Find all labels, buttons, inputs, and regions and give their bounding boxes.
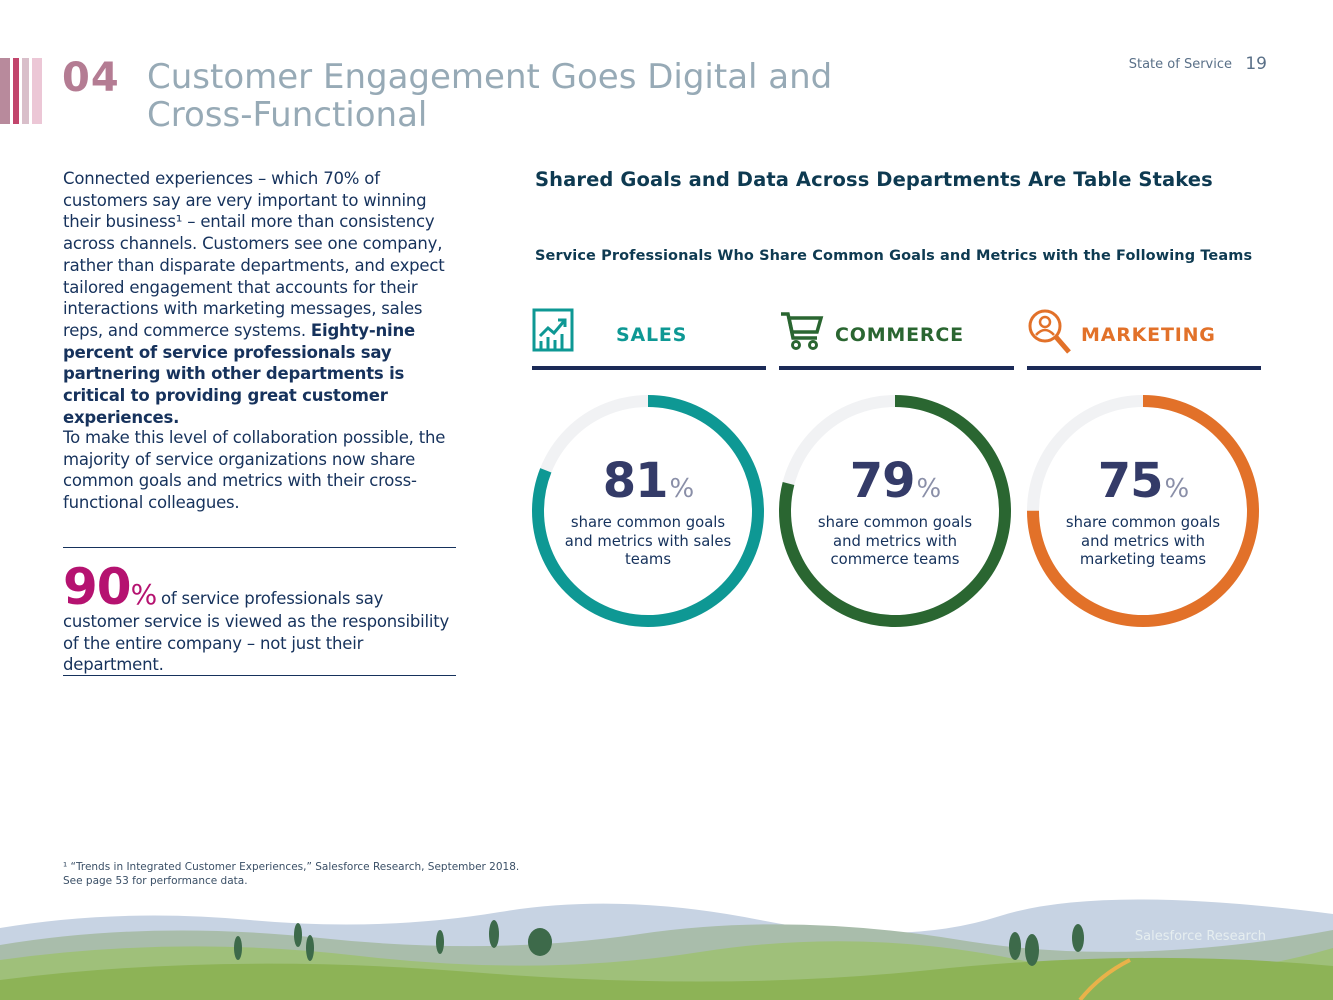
page-title: Customer Engagement Goes Digital and Cro…: [147, 58, 867, 134]
intro-paragraph-highlight: Eighty-nine percent of service professio…: [63, 320, 416, 427]
donut-value-unit: %: [916, 474, 942, 504]
stat-divider-bottom: [63, 675, 456, 676]
team-underline: [1027, 366, 1261, 370]
stat-unit: %: [130, 578, 158, 611]
stat-callout: 90% of service professionals say customer…: [63, 562, 458, 676]
stat-divider-top: [63, 547, 456, 548]
donut-description-marketing: share common goals and metrics with mark…: [1065, 514, 1221, 568]
page-title-line1: Customer Engagement Goes Digital and: [147, 57, 833, 97]
donut-sales: 81% share common goals and metrics with …: [530, 393, 766, 629]
team-label-sales: SALES: [616, 324, 688, 346]
donut-commerce: 79% share common goals and metrics with …: [777, 393, 1013, 629]
brand-footer: Salesforce Research: [1134, 929, 1266, 944]
team-underline: [532, 366, 766, 370]
section-number: 04: [62, 55, 120, 101]
section-color-stripes: [0, 58, 42, 124]
donut-value-unit: %: [669, 474, 695, 504]
donut-chart-sales: [532, 395, 764, 627]
donut-chart-commerce: [779, 395, 1011, 627]
donut-value-number: 81: [602, 453, 669, 509]
donut-value-unit: %: [1164, 474, 1190, 504]
stat-text: of service professionals say customer se…: [63, 589, 450, 675]
page-number: 19: [1245, 54, 1267, 74]
chart-title: Shared Goals and Data Across Departments…: [535, 168, 1213, 191]
footnote-note: See page 53 for performance data.: [63, 875, 248, 887]
stat-number: 90: [63, 558, 132, 616]
team-label-marketing: MARKETING: [1081, 324, 1216, 346]
team-label-commerce: COMMERCE: [835, 324, 964, 346]
team-underline: [779, 366, 1014, 370]
donut-value-number: 75: [1097, 453, 1164, 509]
chart-subtitle: Service Professionals Who Share Common G…: [535, 248, 1253, 264]
team-header-marketing: MARKETING: [1027, 306, 1261, 372]
donut-arc-sales: [532, 395, 764, 627]
shopping-cart-icon: [779, 308, 825, 356]
donut-value-number: 79: [849, 453, 916, 509]
footnote: ¹ “Trends in Integrated Customer Experie…: [63, 860, 519, 888]
running-head: State of Service: [1128, 57, 1232, 72]
donut-marketing: 75% share common goals and metrics with …: [1025, 393, 1261, 629]
donut-value-marketing: 75%: [1025, 453, 1261, 509]
donut-description-sales: share common goals and metrics with sale…: [564, 514, 732, 568]
donut-arc-commerce: [779, 395, 1011, 627]
team-header-commerce: COMMERCE: [779, 306, 1014, 372]
page-title-line2: Cross-Functional: [147, 95, 428, 135]
chart-growth-icon: [532, 308, 574, 356]
intro-paragraph-text: Connected experiences – which 70% of cus…: [63, 169, 445, 340]
intro-paragraph: Connected experiences – which 70% of cus…: [63, 168, 455, 428]
donut-value-commerce: 79%: [777, 453, 1013, 509]
donut-value-sales: 81%: [530, 453, 766, 509]
footnote-citation: ¹ “Trends in Integrated Customer Experie…: [63, 861, 520, 873]
donut-arc-marketing: [1027, 395, 1259, 627]
team-header-sales: SALES: [532, 306, 766, 372]
donut-description-commerce: share common goals and metrics with comm…: [817, 514, 973, 568]
magnifier-person-icon: [1027, 308, 1073, 360]
collaboration-paragraph: To make this level of collaboration poss…: [63, 428, 446, 513]
landscape-illustration: [0, 899, 1333, 1000]
donut-chart-marketing: [1027, 395, 1259, 627]
